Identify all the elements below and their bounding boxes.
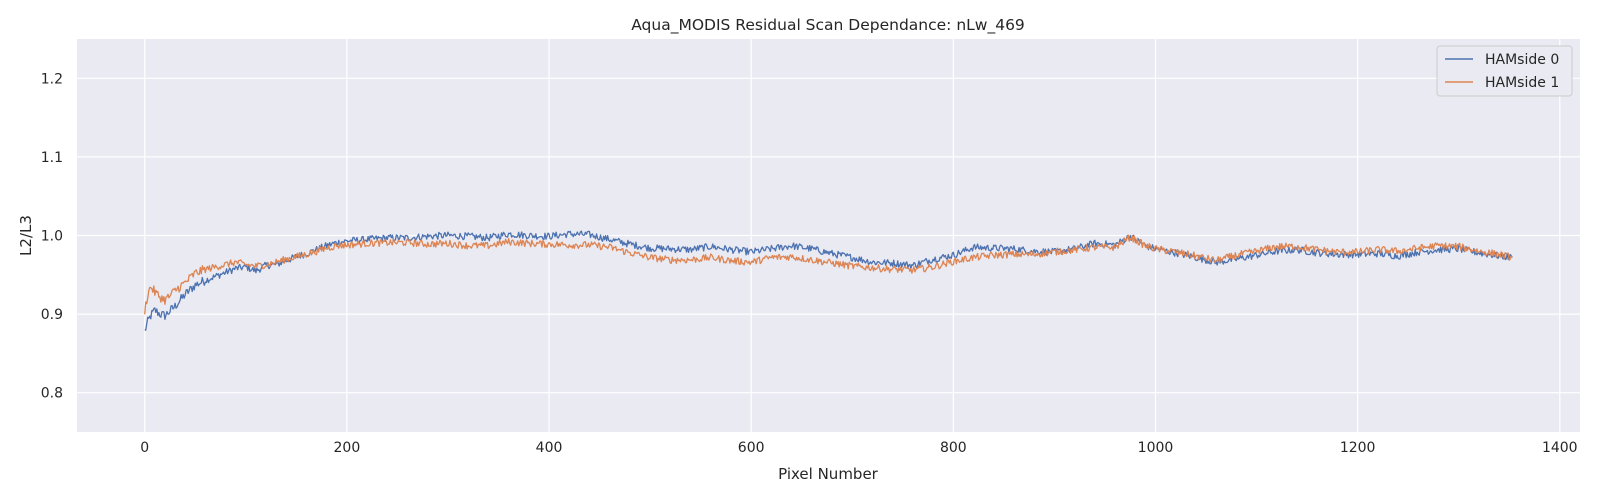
x-tick-label: 1000 [1138, 440, 1174, 456]
series-line-hamside-1 [144, 234, 1513, 315]
x-tick-label: 200 [334, 440, 361, 456]
grid [77, 39, 1580, 432]
legend-label-hamside-0: HAMside 0 [1485, 52, 1559, 68]
chart-title: Aqua_MODIS Residual Scan Dependance: nLw… [631, 16, 1025, 35]
series-layer [144, 230, 1513, 331]
legend-label-hamside-1: HAMside 1 [1485, 75, 1559, 91]
y-tick-label: 0.9 [41, 307, 63, 323]
y-tick-label: 1.1 [41, 150, 63, 166]
y-tick-label: 1.2 [41, 71, 63, 87]
x-tick-label: 0 [140, 440, 149, 456]
y-axis-label: L2/L3 [17, 215, 35, 256]
x-tick-label: 800 [940, 440, 967, 456]
tick-labels: 0 200 400 600 800 1000 1200 1400 0.8 0.9 1.0 1.1 1.2 [41, 71, 1578, 456]
y-tick-label: 0.8 [41, 386, 63, 402]
legend: HAMside 0 HAMside 1 [1436, 45, 1573, 97]
series-line-hamside-0 [144, 230, 1513, 331]
x-tick-label: 600 [738, 440, 765, 456]
x-tick-label: 1400 [1542, 440, 1578, 456]
x-tick-label: 1200 [1340, 440, 1376, 456]
x-tick-label: 400 [536, 440, 563, 456]
y-tick-label: 1.0 [41, 229, 63, 245]
x-axis-label: Pixel Number [778, 465, 879, 483]
